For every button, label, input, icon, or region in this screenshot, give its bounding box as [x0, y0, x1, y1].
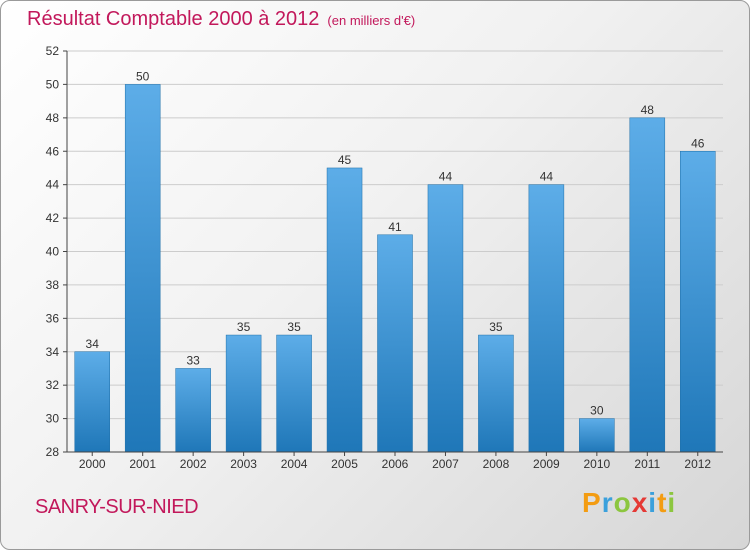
bar	[276, 334, 312, 453]
proxiti-logo: Proxiti	[582, 487, 676, 519]
y-tick-label: 40	[46, 245, 60, 259]
bar	[377, 234, 413, 453]
bar-value-label: 48	[641, 103, 655, 117]
bar	[175, 368, 211, 453]
chart-title: Résultat Comptable 2000 à 2012 (en millie…	[27, 8, 416, 30]
x-tick-label: 2000	[79, 457, 106, 471]
bar	[124, 84, 161, 453]
logo-letter: x	[631, 487, 649, 518]
x-tick-label: 2007	[432, 457, 459, 471]
x-tick-label: 2001	[129, 457, 156, 471]
bar-value-label: 44	[439, 170, 453, 184]
bar	[326, 167, 363, 453]
logo-letter: i	[667, 487, 677, 518]
y-tick-label: 38	[46, 278, 60, 292]
logo-letter: i	[648, 487, 658, 518]
bar-value-label: 45	[338, 153, 352, 167]
x-tick-label: 2009	[533, 457, 560, 471]
bar	[528, 184, 565, 453]
bar-value-label: 30	[590, 404, 604, 418]
logo-letter: o	[613, 487, 632, 518]
logo-letter: P	[582, 487, 602, 518]
x-tick-label: 2005	[331, 457, 358, 471]
y-tick-label: 34	[46, 345, 60, 359]
x-tick-label: 2008	[483, 457, 510, 471]
y-tick-label: 44	[46, 178, 60, 192]
y-tick-label: 52	[46, 44, 60, 58]
bar	[74, 351, 110, 453]
bar-value-label: 34	[86, 337, 100, 351]
bar	[478, 334, 514, 453]
y-tick-label: 48	[46, 111, 60, 125]
logo-letter: r	[601, 487, 614, 518]
bar	[680, 151, 716, 453]
bar-value-label: 35	[287, 320, 301, 334]
y-tick-label: 28	[46, 445, 60, 459]
x-tick-label: 2006	[382, 457, 409, 471]
bar	[629, 117, 666, 453]
bar-value-label: 50	[136, 69, 150, 83]
y-tick-label: 32	[46, 378, 60, 392]
y-tick-label: 36	[46, 311, 60, 325]
bar	[579, 418, 615, 453]
y-tick-label: 30	[46, 412, 60, 426]
y-tick-label: 50	[46, 77, 60, 91]
city-name: SANRY-SUR-NIED	[35, 496, 199, 518]
bar	[427, 184, 464, 453]
bar	[225, 334, 262, 453]
x-tick-label: 2010	[583, 457, 610, 471]
x-tick-label: 2012	[684, 457, 711, 471]
bar-value-label: 44	[540, 170, 554, 184]
bar-value-label: 33	[186, 353, 200, 367]
bar-value-label: 46	[691, 136, 705, 150]
bar-value-label: 41	[388, 220, 402, 234]
chart-subtitle: (en milliers d'€)	[327, 13, 416, 28]
logo-letter: t	[657, 487, 668, 518]
x-tick-label: 2004	[281, 457, 308, 471]
bar-value-label: 35	[237, 320, 251, 334]
x-tick-label: 2011	[634, 457, 660, 471]
x-tick-label: 2003	[230, 457, 257, 471]
bar-value-label: 35	[489, 320, 503, 334]
y-tick-label: 42	[46, 211, 60, 225]
x-tick-label: 2002	[180, 457, 207, 471]
y-tick-label: 46	[46, 144, 60, 158]
